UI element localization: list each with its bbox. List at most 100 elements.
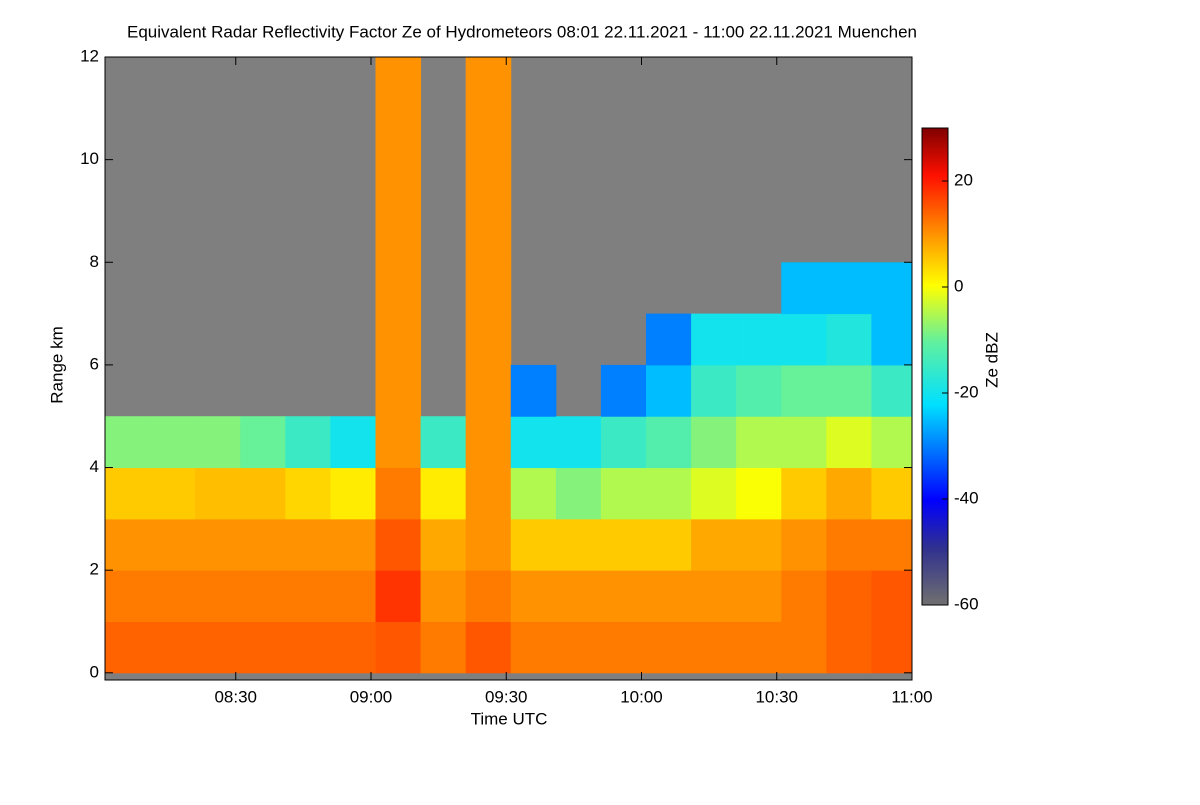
heat-cell <box>736 467 782 520</box>
heat-cell <box>195 518 241 571</box>
heat-cell <box>420 518 467 571</box>
heat-cell <box>736 313 782 366</box>
y-tick-label: 6 <box>90 354 99 373</box>
heat-cell <box>240 416 286 469</box>
heat-cell <box>240 467 286 520</box>
heat-cell <box>826 313 872 366</box>
heat-cell <box>195 467 241 520</box>
x-tick-label: 10:00 <box>620 687 663 706</box>
heat-cell <box>871 518 913 571</box>
heat-cell <box>150 416 196 469</box>
y-tick-label: 10 <box>80 149 99 168</box>
y-axis-label: Range km <box>47 326 66 403</box>
heat-cell <box>465 262 512 315</box>
heat-cell <box>465 210 512 263</box>
heat-cell <box>240 518 286 571</box>
heat-cell <box>465 313 512 366</box>
y-tick-label: 2 <box>90 560 99 579</box>
heat-cell <box>240 621 286 674</box>
y-tick-label: 4 <box>90 457 99 476</box>
heat-cell <box>465 364 512 417</box>
heat-cell <box>465 108 512 161</box>
heat-cell <box>510 570 557 622</box>
heat-cell <box>330 570 377 622</box>
heat-cell <box>375 518 422 571</box>
heat-cell <box>781 364 827 417</box>
heatmap <box>105 57 913 674</box>
heat-cell <box>646 518 692 571</box>
heat-cell <box>691 621 737 674</box>
heat-cell <box>646 467 692 520</box>
heat-cell <box>330 467 377 520</box>
heat-cell <box>420 570 467 622</box>
heat-cell <box>871 467 913 520</box>
colorbar-tick-label: 0 <box>954 276 963 295</box>
heat-cell <box>510 467 557 520</box>
heat-cell <box>375 210 422 263</box>
heat-cell <box>285 570 331 622</box>
heat-cell <box>195 621 241 674</box>
heat-cell <box>826 570 872 622</box>
heat-cell <box>150 518 196 571</box>
heat-cell <box>600 570 647 622</box>
heat-cell <box>871 416 913 469</box>
heat-cell <box>646 313 692 366</box>
heat-cell <box>555 621 602 674</box>
heat-cell <box>555 467 602 520</box>
colorbar-tick-label: -40 <box>954 488 979 507</box>
colorbar <box>921 127 949 606</box>
heat-cell <box>465 621 512 674</box>
heat-cell <box>826 518 872 571</box>
heat-cell <box>375 416 422 469</box>
heat-cell <box>465 159 512 212</box>
heat-cell <box>240 570 286 622</box>
heat-cell <box>555 518 602 571</box>
heat-cell <box>330 518 377 571</box>
heat-cell <box>420 621 467 674</box>
heat-cell <box>600 467 647 520</box>
y-tick-label: 8 <box>90 252 99 271</box>
heat-cell <box>736 364 782 417</box>
heat-cell <box>555 416 602 469</box>
heat-cell <box>826 364 872 417</box>
heat-cell <box>871 313 913 366</box>
heat-cell <box>105 570 151 622</box>
heat-cell <box>510 621 557 674</box>
heat-cell <box>826 262 872 315</box>
x-tick-label: 10:30 <box>755 687 798 706</box>
heat-cell <box>375 108 422 161</box>
heat-cell <box>420 416 467 469</box>
heat-cell <box>285 621 331 674</box>
heat-cell <box>150 621 196 674</box>
heat-cell <box>150 467 196 520</box>
heat-cell <box>781 570 827 622</box>
heat-cell <box>510 364 557 417</box>
heat-cell <box>285 416 331 469</box>
heat-cell <box>781 262 827 315</box>
heat-cell <box>465 570 512 622</box>
heat-cell <box>375 621 422 674</box>
heat-cell <box>105 416 151 469</box>
heat-cell <box>691 416 737 469</box>
heat-cell <box>871 570 913 622</box>
y-tick-label: 0 <box>90 662 99 681</box>
heat-cell <box>555 570 602 622</box>
heat-cell <box>781 416 827 469</box>
chart-title: Equivalent Radar Reflectivity Factor Ze … <box>127 22 917 41</box>
heat-cell <box>646 570 692 622</box>
x-tick-label: 09:00 <box>350 687 393 706</box>
heat-cell <box>600 364 647 417</box>
heat-cell <box>600 518 647 571</box>
heat-cell <box>375 467 422 520</box>
x-tick-label: 11:00 <box>891 687 932 706</box>
heat-cell <box>195 416 241 469</box>
heat-cell <box>375 364 422 417</box>
heat-cell <box>646 416 692 469</box>
plot-frame <box>104 56 913 681</box>
colorbar-tick-label: -20 <box>954 382 979 401</box>
heat-cell <box>736 621 782 674</box>
heat-cell <box>781 518 827 571</box>
heat-cell <box>105 621 151 674</box>
heat-cell <box>691 467 737 520</box>
